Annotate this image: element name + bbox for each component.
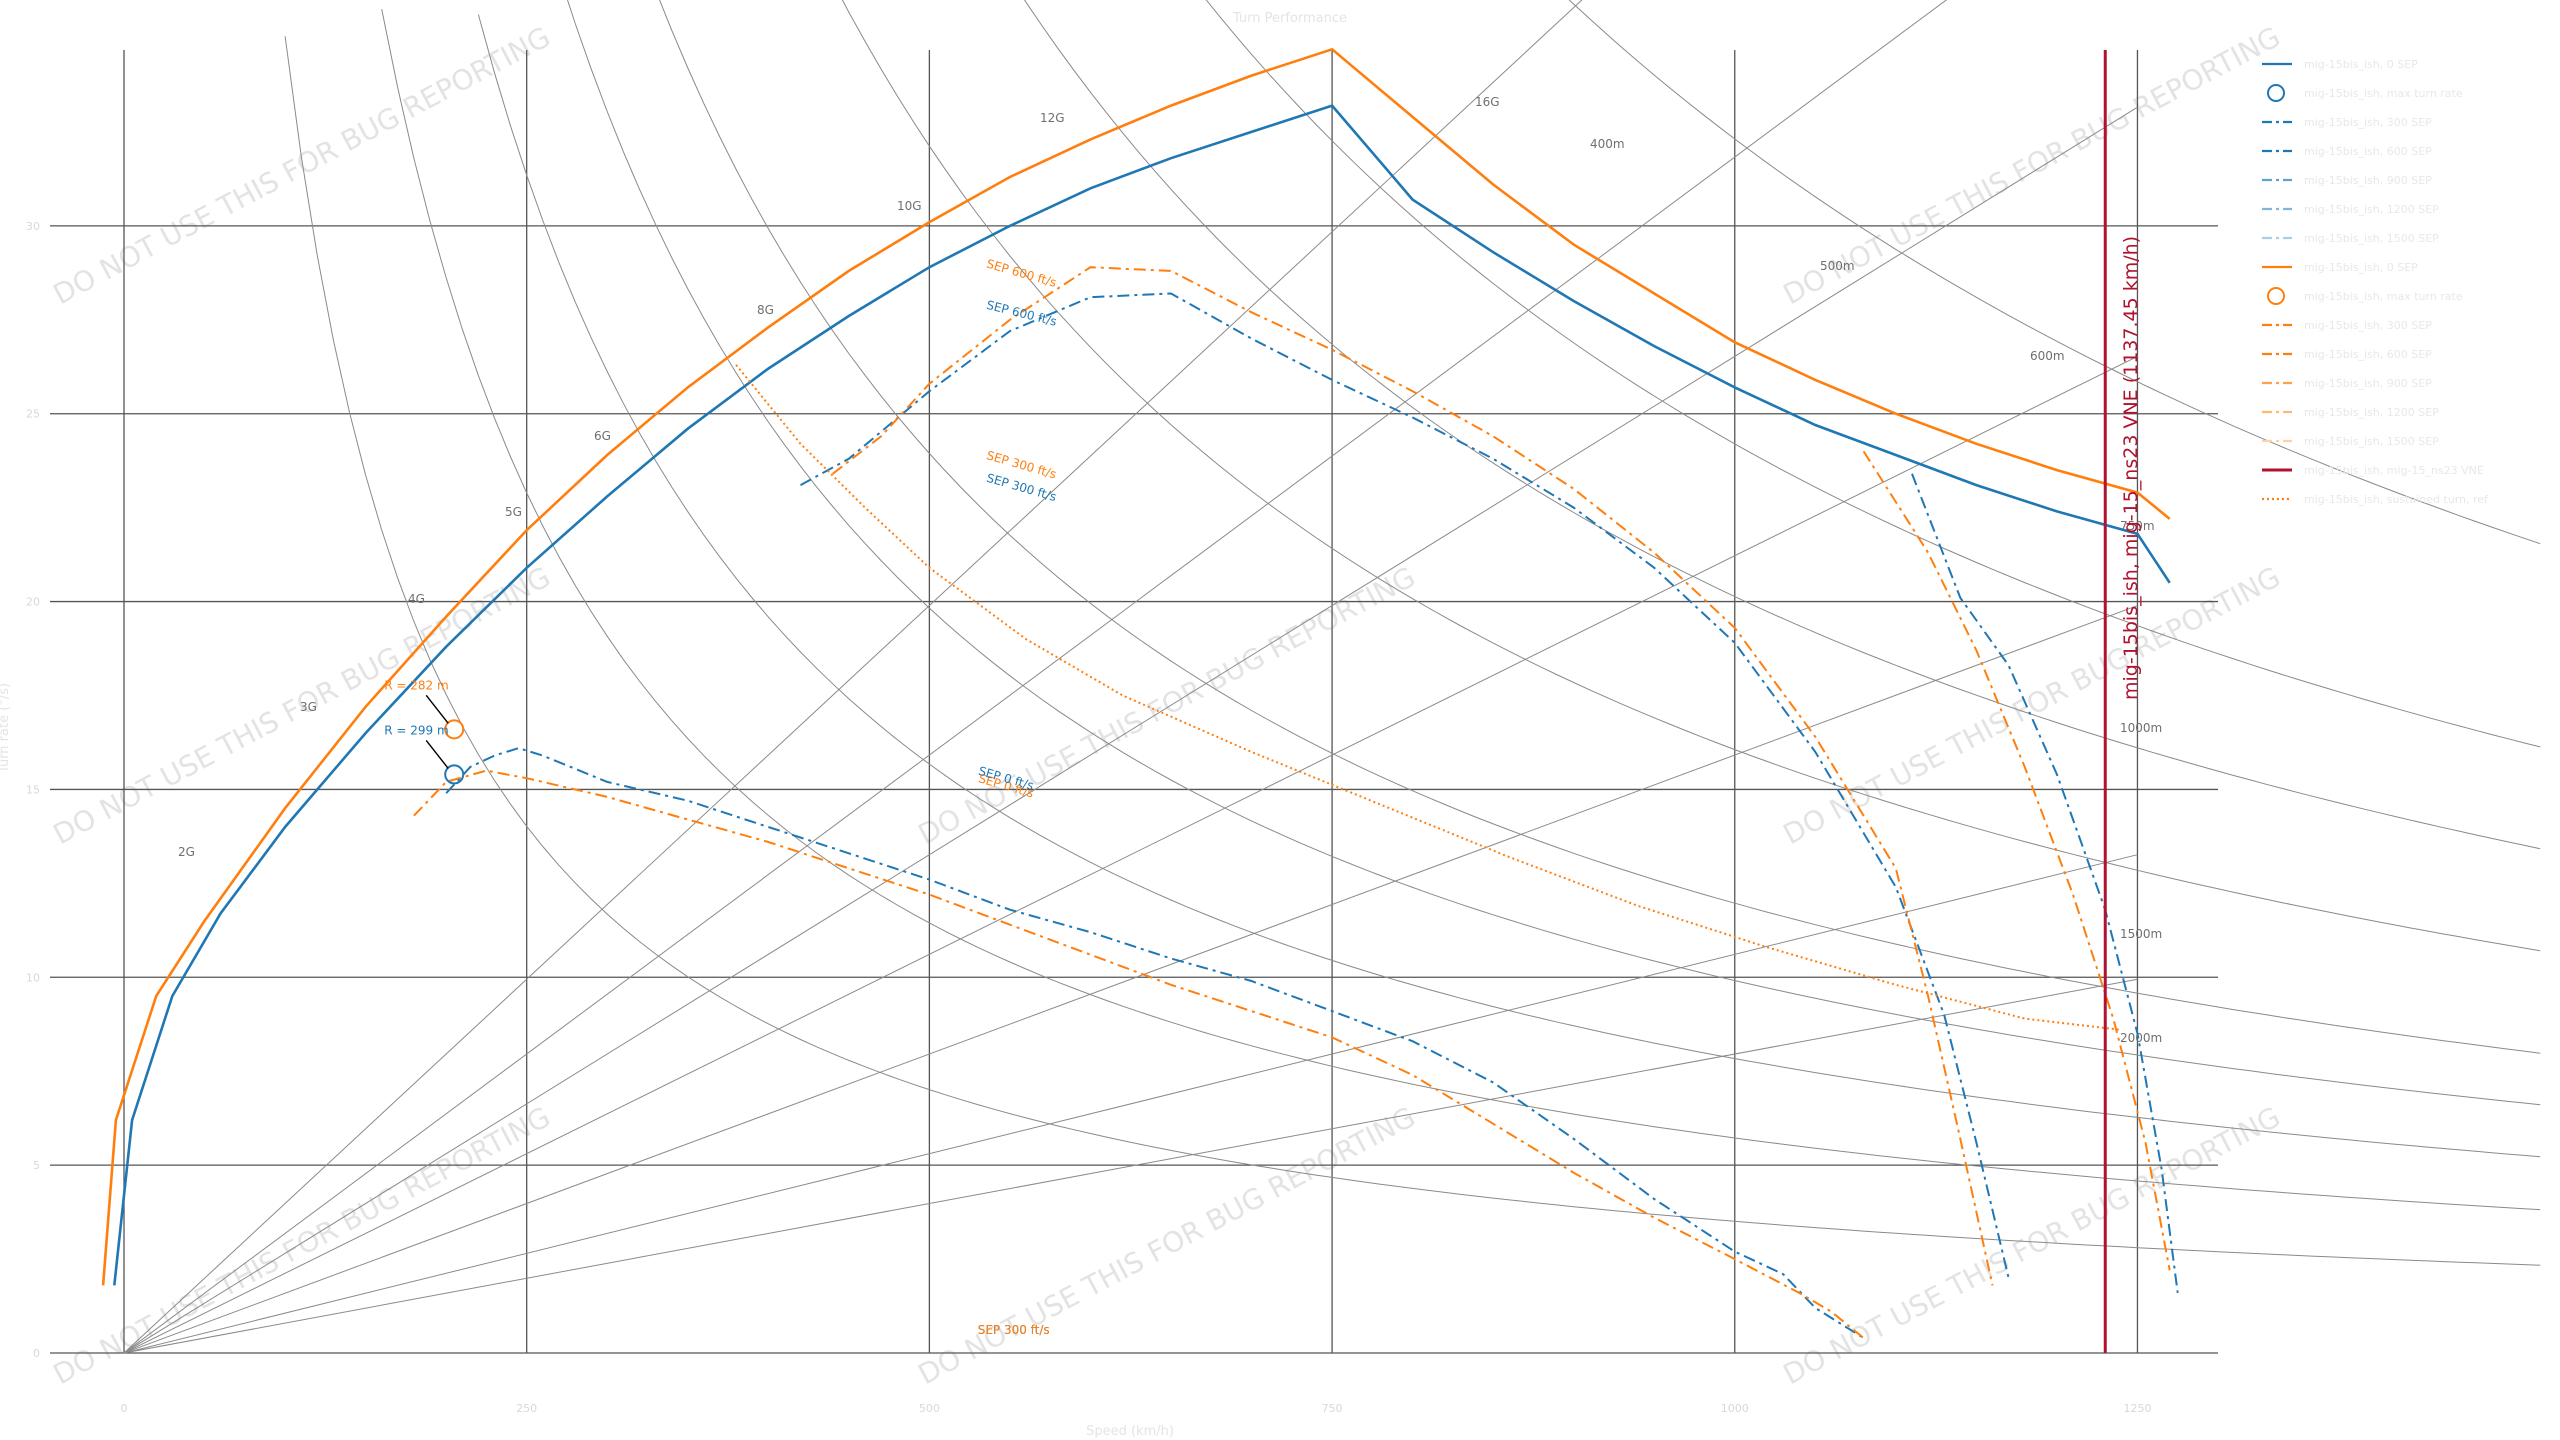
g-load-label: 2G (178, 845, 195, 859)
max-turn-rate-marker (444, 764, 465, 785)
g-load-label: 4G (408, 592, 425, 606)
sep-annotation: SEP 600 ft/s (985, 257, 1058, 290)
turn-radius-guide-line (123, 854, 2138, 1354)
annotation-arrow (425, 739, 449, 769)
legend-label: mig-15bis_ish, 300 SEP (2304, 116, 2432, 129)
g-load-guide-line (381, 9, 2541, 1211)
legend-marker (2267, 287, 2285, 305)
x-tick-label: 750 (1322, 1402, 1343, 1415)
y-tick-label: 25 (26, 408, 40, 421)
x-tick-label: 1250 (2123, 1402, 2151, 1415)
x-tick-label: 1000 (1721, 1402, 1749, 1415)
vne-label: mig-15bis_ish, mig-15_ns23 VNE (1137.45 … (2120, 236, 2142, 700)
chart-title: Turn Performance (1232, 11, 1347, 26)
guide-lines-layer: 2G 3G 4G 5G 6G 8G 10G 12G 16G 400m 500m 600m 750m 100… (123, 0, 2541, 1354)
series-line (1911, 473, 2179, 1294)
legend-label: mig-15bis_ish, max turn rate (2304, 290, 2463, 303)
g-load-guide-line (284, 36, 2541, 1266)
sep-annotation: SEP 600 ft/s (985, 298, 1058, 329)
grid-layer: 0 250 500 750 1000 1250 0 5 10 15 20 25 30 (26, 50, 2218, 1415)
sep-annotation: SEP 300 ft/s (978, 1323, 1050, 1337)
turn-radius-label: 1500m (2120, 927, 2162, 941)
turn-radius-label: 2000m (2120, 1031, 2162, 1045)
legend-label: mig-15bis_ish, max turn rate (2304, 87, 2463, 100)
series-line (113, 104, 2171, 1286)
legend-label: mig-15bis_ish, 300 SEP (2304, 319, 2432, 332)
series-line (1862, 450, 2171, 1271)
sep-annotation: SEP 300 ft/s (978, 1323, 1050, 1337)
legend: mig-15bis_ish, 0 SEP mig-15bis_ish, max t… (2262, 58, 2489, 506)
legend-label: mig-15bis_ish, mig-15_ns23 VNE (2304, 464, 2484, 477)
g-load-label: 8G (757, 303, 774, 317)
y-tick-label: 15 (26, 783, 40, 796)
legend-label: mig-15bis_ish, 1500 SEP (2304, 232, 2439, 245)
x-tick-label: 250 (516, 1402, 537, 1415)
turn-radius-label: 400m (1590, 137, 1625, 151)
turn-radius-guide-line (123, 355, 2138, 1354)
watermark-text: DO NOT USE THIS FOR BUG REPORTING (1778, 560, 2286, 851)
series-layer (101, 47, 2179, 1353)
y-tick-label: 10 (26, 971, 40, 984)
x-axis-label: Speed (km/h) (1086, 1424, 1174, 1439)
watermark-text: DO NOT USE THIS FOR BUG REPORTING (913, 1100, 1421, 1391)
g-load-guide-line (1023, 0, 2541, 850)
legend-label: mig-15bis_ish, 600 SEP (2304, 348, 2432, 361)
g-load-label: 12G (1040, 111, 1065, 125)
series-line (445, 747, 1865, 1339)
g-load-label: 10G (897, 199, 922, 213)
g-load-label: 3G (300, 700, 317, 714)
watermark-text: DO NOT USE THIS FOR BUG REPORTING (913, 560, 1421, 851)
turn-radius-annotation: R = 299 m (384, 723, 448, 737)
g-load-guide-line (1205, 0, 2541, 748)
legend-label: mig-15bis_ish, 0 SEP (2304, 261, 2418, 274)
g-load-label: 5G (505, 505, 522, 519)
turn-radius-label: 600m (2030, 349, 2065, 363)
watermark-text: DO NOT USE THIS FOR BUG REPORTING (1778, 1100, 2286, 1391)
y-tick-label: 20 (26, 596, 40, 609)
turn-radius-guide-line (123, 978, 2138, 1354)
legend-label: mig-15bis_ish, 1200 SEP (2304, 203, 2439, 216)
x-tick-label: 500 (919, 1402, 940, 1415)
y-tick-label: 5 (33, 1159, 40, 1172)
y-tick-label: 0 (33, 1347, 40, 1360)
max-turn-rate-marker (444, 719, 465, 740)
legend-marker (2267, 84, 2285, 102)
g-load-label: 6G (594, 429, 611, 443)
g-load-guide-line (1568, 0, 2541, 545)
legend-label: mig-15bis_ish, 900 SEP (2304, 377, 2432, 390)
g-load-label: 16G (1475, 95, 1500, 109)
y-tick-label: 30 (26, 220, 40, 233)
turn-radius-guide-line (123, 106, 2138, 1354)
legend-label: mig-15bis_ish, 600 SEP (2304, 145, 2432, 158)
legend-label: mig-15bis_ish, sustained turn, ref (2304, 493, 2489, 506)
turn-radius-annotation: R = 282 m (384, 678, 448, 692)
turn-radius-guide-line (123, 605, 2138, 1354)
legend-label: mig-15bis_ish, 0 SEP (2304, 58, 2418, 71)
turn-radius-guide-line (123, 0, 1583, 1354)
series-line (735, 364, 2122, 1031)
g-load-guide-line (841, 0, 2541, 952)
series-line (832, 266, 1994, 1286)
turn-radius-label: 750m (2120, 519, 2155, 533)
legend-label: mig-15bis_ish, 900 SEP (2304, 174, 2432, 187)
legend-label: mig-15bis_ish, 1200 SEP (2304, 406, 2439, 419)
y-axis-label: Turn rate (°/s) (0, 683, 12, 774)
g-load-guide-line (566, 0, 2541, 1106)
turn-radius-label: 500m (1820, 259, 1855, 273)
annotation-arrow (425, 694, 449, 724)
x-tick-label: 0 (121, 1402, 128, 1415)
g-load-guide-line (659, 0, 2541, 1054)
turn-radius-label: 1000m (2120, 721, 2162, 735)
series-line (800, 292, 2010, 1279)
turn-radius-guide-line (123, 0, 1948, 1354)
legend-label: mig-15bis_ish, 1500 SEP (2304, 435, 2439, 448)
series-line (101, 47, 2171, 1286)
